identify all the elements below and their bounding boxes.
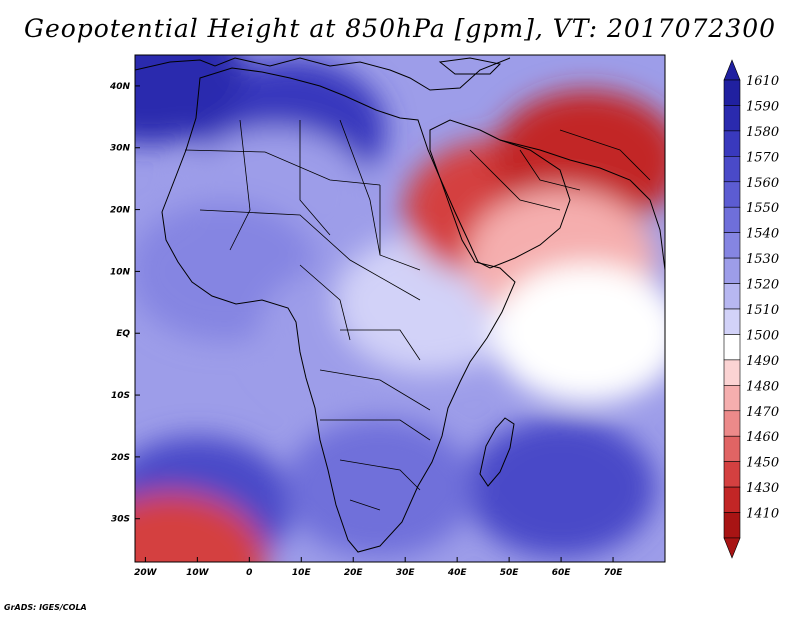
colorbar-label: 1470 — [746, 405, 779, 420]
lat-tick-label: 40N — [109, 82, 131, 92]
colorbar-label: 1570 — [746, 150, 779, 165]
lat-tick-label: 10S — [111, 391, 130, 401]
lon-tick-label: 50E — [500, 568, 520, 578]
colorbar-label: 1610 — [746, 74, 779, 89]
europe-coastline — [135, 57, 511, 91]
colorbar-label: 1540 — [746, 227, 779, 242]
lon-tick-label: 70E — [604, 568, 624, 578]
lat-tick-label: 10N — [110, 267, 131, 277]
asia-coastline — [499, 139, 665, 271]
longitude-axis: 20W 10W 0 10E 20E 30E 40E 50E 60E 70E — [134, 557, 623, 578]
lat-tick-label: EQ — [116, 329, 130, 339]
lon-tick-label: 40E — [447, 568, 468, 578]
colorbar-label: 1530 — [746, 252, 779, 267]
colorbar-label: 1460 — [746, 430, 779, 445]
lon-tick-label: 0 — [246, 568, 252, 578]
colorbar-max-arrow — [723, 59, 741, 81]
colorbar-swatch — [723, 156, 741, 183]
lon-tick-label: 20W — [134, 568, 158, 578]
colorbar-label: 1510 — [746, 303, 779, 318]
colorbar-label: 1590 — [746, 99, 779, 114]
colorbar-swatch — [723, 359, 741, 386]
lon-tick-label: 10E — [292, 568, 312, 578]
lon-tick-label: 10W — [186, 568, 210, 578]
colorbar-swatch — [723, 206, 741, 233]
coastlines — [135, 57, 665, 553]
plot-frame — [134, 54, 666, 563]
lat-tick-label: 20S — [111, 453, 130, 463]
heatmap-region — [466, 417, 657, 558]
colorbar-swatch — [723, 308, 741, 335]
heatmap-region — [492, 263, 665, 404]
colorbar-label: 1480 — [746, 379, 779, 394]
colorbar-swatch — [723, 410, 741, 437]
latitude-axis: 40N 30N 20N 10N EQ 10S 20S 30S — [109, 82, 140, 525]
heatmap-plot — [134, 54, 666, 563]
colorbar-label: 1580 — [746, 125, 779, 140]
colorbar-label: 1410 — [746, 507, 779, 522]
africa-coastline — [161, 67, 516, 553]
lon-tick-label: 60E — [552, 568, 572, 578]
colorbar-swatch — [723, 435, 741, 462]
chart-title: Geopotential Height at 850hPa [gpm], VT:… — [23, 14, 777, 43]
colorbar-label: 1490 — [746, 354, 779, 369]
colorbar: 1610 1590 1580 1570 1560 1550 1540 1530 1520 1510… — [723, 59, 779, 559]
colorbar-swatch — [723, 283, 741, 310]
country-borders — [184, 119, 651, 511]
colorbar-swatch — [723, 181, 741, 208]
madagascar-coastline — [479, 417, 515, 487]
arabia-coastline — [429, 119, 571, 269]
lon-tick-label: 30E — [396, 568, 416, 578]
colorbar-label: 1550 — [746, 201, 779, 216]
colorbar-label: 1520 — [746, 278, 779, 293]
colorbar-swatch — [723, 79, 741, 106]
grads-credit: GrADS: IGES/COLA — [4, 603, 87, 612]
colorbar-label: 1450 — [746, 456, 779, 471]
heatmap-field — [135, 55, 665, 562]
lon-tick-label: 20E — [344, 568, 364, 578]
heatmap-region — [135, 55, 246, 144]
lat-tick-label: 30N — [110, 144, 131, 154]
colorbar-label: 1560 — [746, 176, 779, 191]
lat-tick-label: 20N — [110, 206, 131, 216]
colorbar-swatch — [723, 232, 741, 259]
colorbar-min-arrow — [723, 537, 741, 559]
colorbar-swatch — [723, 461, 741, 488]
heatmap-region — [284, 417, 475, 558]
colorbar-swatch — [723, 257, 741, 284]
colorbar-label: 1500 — [746, 328, 779, 343]
lat-tick-label: 30S — [111, 515, 130, 525]
colorbar-swatch — [723, 385, 741, 412]
black-sea-coastline — [438, 57, 502, 75]
colorbar-swatch — [723, 105, 741, 132]
colorbar-swatch — [723, 486, 741, 513]
colorbar-swatch — [723, 130, 741, 157]
colorbar-label: 1430 — [746, 481, 779, 496]
heatmap-region — [135, 492, 267, 562]
colorbar-swatch — [723, 512, 741, 539]
colorbar-swatch — [723, 334, 741, 361]
